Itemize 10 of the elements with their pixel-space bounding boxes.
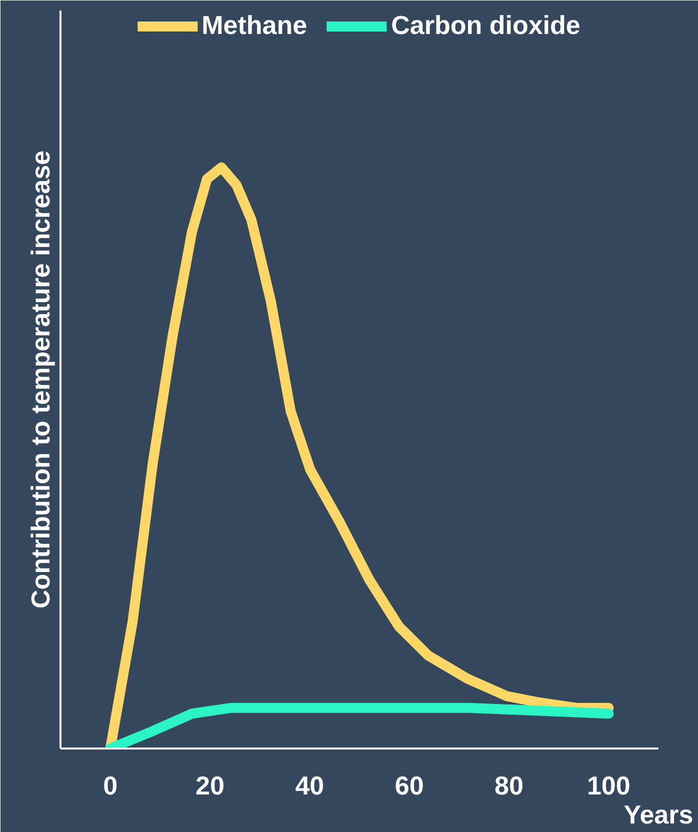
x-tick-label: 0 bbox=[103, 770, 118, 800]
x-tick-label: 40 bbox=[295, 770, 324, 800]
x-tick-label: 20 bbox=[196, 770, 224, 800]
x-tick-label: 60 bbox=[394, 770, 424, 800]
y-axis-title: Contribution to temperature increase bbox=[26, 150, 56, 608]
legend-label: Carbon dioxide bbox=[391, 10, 580, 41]
x-tick-label: 100 bbox=[586, 770, 630, 800]
x-tick-label: 80 bbox=[494, 770, 524, 800]
legend-label: Methane bbox=[202, 10, 308, 41]
x-axis-title: Years bbox=[624, 800, 694, 830]
